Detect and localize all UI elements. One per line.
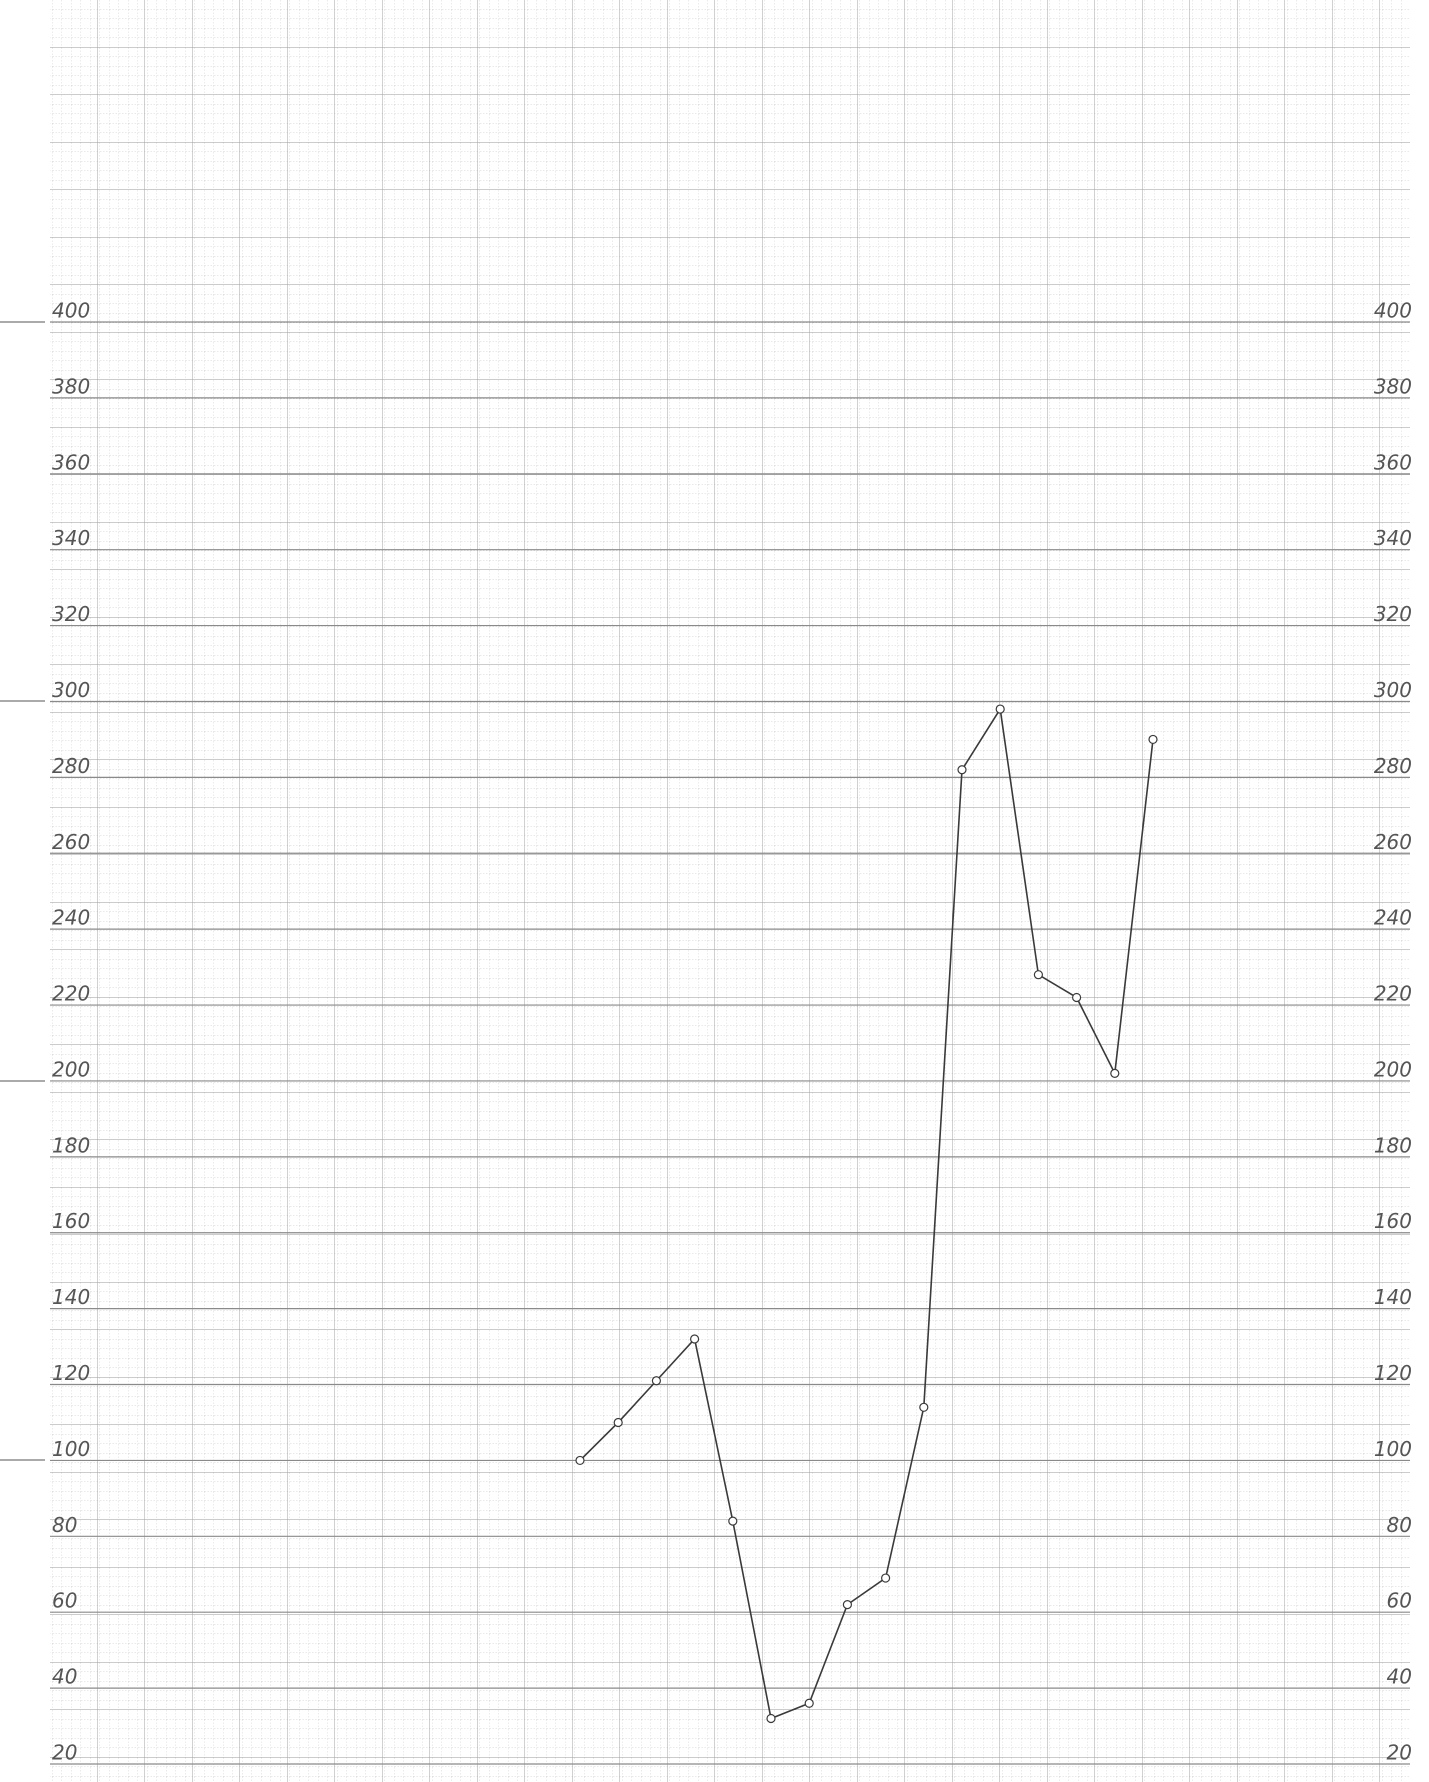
- y-tick-label: 180: [52, 1133, 90, 1157]
- y2-tick-label: 60: [1387, 1589, 1412, 1613]
- y2-tick-label: 100: [1374, 1437, 1412, 1461]
- graph-paper: [50, 0, 1410, 1782]
- y-tick-label: 120: [52, 1361, 90, 1385]
- y2-tick-label: 160: [1374, 1209, 1412, 1233]
- data-point: [1034, 971, 1042, 979]
- y2-tick-label: 320: [1374, 602, 1412, 626]
- data-point: [843, 1601, 851, 1609]
- y2-tick-label: 20: [1387, 1741, 1412, 1765]
- y-tick-label: 280: [52, 754, 90, 778]
- y2-tick-label: 220: [1374, 982, 1412, 1006]
- data-point: [729, 1517, 737, 1525]
- y-tick-label: 320: [52, 602, 90, 626]
- y2-tick-label: 340: [1374, 526, 1412, 550]
- y-tick-label: 240: [52, 906, 90, 930]
- data-point: [576, 1456, 584, 1464]
- y2-tick-label: 300: [1374, 678, 1412, 702]
- y2-tick-label: 280: [1374, 754, 1412, 778]
- y-tick-label: 80: [52, 1513, 77, 1537]
- y2-tick-label: 80: [1387, 1513, 1412, 1537]
- data-point: [920, 1403, 928, 1411]
- y-tick-label: 300: [52, 678, 90, 702]
- y2-tick-label: 180: [1374, 1133, 1412, 1157]
- y-tick-label: 140: [52, 1285, 90, 1309]
- page: {"chart_data": {"type": "line", "categor…: [0, 0, 1429, 1782]
- y2-tick-label: 120: [1374, 1361, 1412, 1385]
- y2-tick-label: 260: [1374, 830, 1412, 854]
- y-tick-label: 60: [52, 1589, 77, 1613]
- data-point: [652, 1377, 660, 1385]
- y-tick-label: 20: [52, 1741, 77, 1765]
- y-tick-label: 400: [52, 299, 90, 323]
- y-tick-label: 160: [52, 1209, 90, 1233]
- y2-tick-label: 380: [1374, 374, 1412, 398]
- data-point: [958, 766, 966, 774]
- y2-tick-label: 200: [1374, 1057, 1412, 1081]
- y-tick-label: 380: [52, 374, 90, 398]
- data-point: [882, 1574, 890, 1582]
- y2-tick-label: 140: [1374, 1285, 1412, 1309]
- data-point: [614, 1418, 622, 1426]
- data-point: [1149, 735, 1157, 743]
- y-tick-label: 260: [52, 830, 90, 854]
- chart: 20 20 40 40 60 60 80 80 100 100 120 120 140 140 160 160…: [0, 0, 1429, 1782]
- data-point: [691, 1335, 699, 1343]
- data-point: [1111, 1069, 1119, 1077]
- y2-tick-label: 240: [1374, 906, 1412, 930]
- y2-tick-label: 40: [1387, 1665, 1412, 1689]
- y-tick-label: 340: [52, 526, 90, 550]
- data-point: [767, 1714, 775, 1722]
- y-tick-label: 360: [52, 450, 90, 474]
- data-point: [1073, 993, 1081, 1001]
- data-point: [805, 1699, 813, 1707]
- y-tick-label: 200: [52, 1057, 90, 1081]
- y-tick-label: 100: [52, 1437, 90, 1461]
- y-tick-label: 40: [52, 1665, 77, 1689]
- y2-tick-label: 400: [1374, 299, 1412, 323]
- data-point: [996, 705, 1004, 713]
- y-tick-label: 220: [52, 982, 90, 1006]
- y2-tick-label: 360: [1374, 450, 1412, 474]
